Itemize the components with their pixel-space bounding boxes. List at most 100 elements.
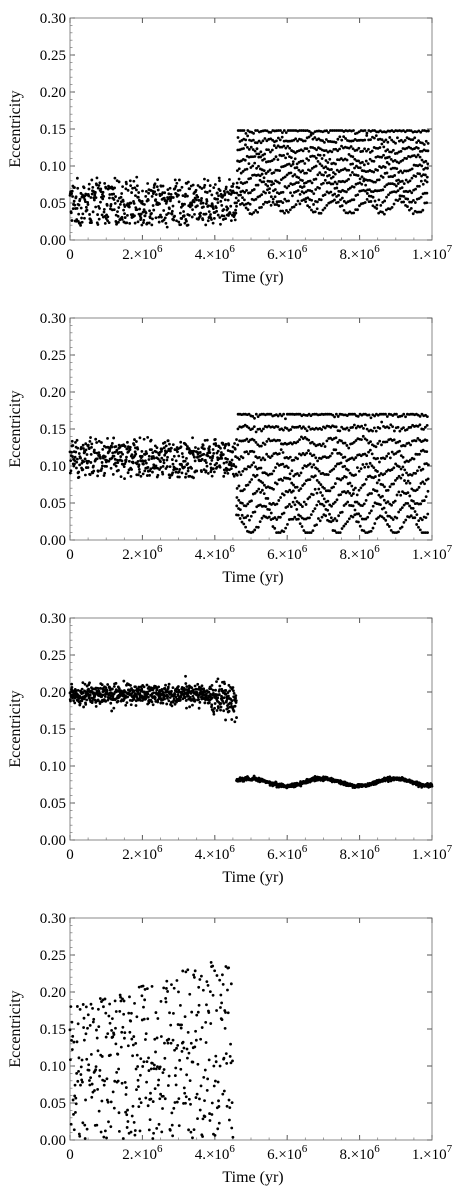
data-point [235,204,238,208]
data-point [255,141,259,145]
data-point [236,443,240,447]
data-point [220,457,224,460]
data-point [339,478,343,482]
data-point [99,686,102,690]
data-point [288,477,292,481]
data-point [92,448,96,452]
data-point [396,189,400,193]
data-point [137,212,141,216]
data-point [425,415,429,419]
data-point [420,785,424,789]
data-point [423,173,427,177]
data-point [374,445,378,449]
data-point [393,159,397,162]
data-point [160,215,163,219]
data-point [187,694,190,698]
data-point [251,138,255,142]
data-point [293,496,297,500]
data-point [290,129,294,132]
data-point [336,149,340,153]
data-point [186,445,189,448]
data-point [178,468,182,471]
data-point [75,438,79,442]
data-point [97,1109,101,1113]
data-point [285,209,288,212]
data-point [222,214,226,218]
data-point [171,204,175,208]
data-point [336,200,340,204]
data-point [160,449,163,453]
data-point [79,1083,82,1087]
data-point [296,189,300,192]
data-point [134,704,138,707]
data-point [184,674,187,678]
data-point [147,1069,151,1072]
data-point [207,690,211,694]
data-point [362,426,365,430]
data-point [425,450,429,454]
data-point [416,146,420,150]
data-point [315,479,319,482]
data-point [218,688,222,692]
data-point [287,184,291,188]
data-series [68,961,235,1140]
data-point [281,209,285,213]
data-point [186,194,189,198]
data-point [304,200,308,204]
data-point [87,459,91,463]
data-point [334,162,337,166]
data-point [291,500,295,504]
data-point [117,180,121,184]
data-point [247,452,250,456]
data-point [377,493,381,497]
data-point [87,194,91,198]
data-point [360,424,364,428]
data-point [182,1086,186,1090]
data-point [148,1118,152,1122]
data-point [348,471,352,475]
data-point [290,481,294,485]
data-point [324,149,328,152]
data-point [94,1068,98,1072]
data-point [96,698,100,702]
data-point [292,205,296,209]
data-point [98,702,102,705]
data-point [124,1086,128,1089]
data-point [343,464,347,468]
data-point [189,691,193,695]
data-point [365,427,369,431]
data-point [117,443,121,447]
data-point [146,1017,150,1021]
data-point [329,190,333,194]
data-point [317,481,321,484]
data-point [71,1098,75,1102]
data-point [296,139,299,143]
data-point [263,458,267,462]
data-point [103,997,107,1001]
data-point [345,179,349,183]
data-point [346,468,350,472]
data-point [119,995,122,999]
data-point [87,1063,91,1067]
data-point [242,203,246,207]
data-point [75,460,79,464]
data-point [408,179,412,183]
data-point [186,180,190,184]
data-point [87,182,91,186]
data-point [287,199,290,203]
data-point [105,689,109,692]
data-point [368,150,372,154]
data-point [212,710,216,714]
data-point [365,192,369,195]
data-point [175,690,179,694]
data-point [363,147,366,151]
data-point [270,148,274,152]
data-point [360,182,364,186]
data-point [231,686,235,689]
data-point [323,206,327,210]
data-point [403,138,407,142]
data-point [217,706,220,710]
data-point [77,452,81,455]
data-point [161,1094,165,1098]
data-point [176,1043,180,1047]
